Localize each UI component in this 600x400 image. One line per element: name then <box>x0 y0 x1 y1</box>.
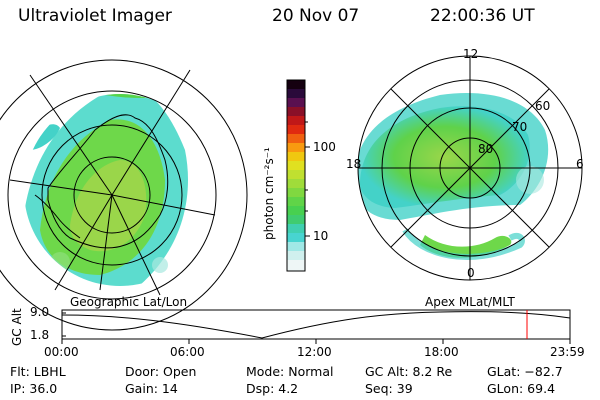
gc-alt-info: GC Alt: 8.2 Re <box>365 364 453 379</box>
time-tick-1200: 12:00 <box>297 345 332 359</box>
mlt-label-0: 0 <box>467 266 475 280</box>
dsp-info: Dsp: 4.2 <box>246 381 299 396</box>
filter-info: Flt: LBHL <box>10 364 66 379</box>
geographic-panel-label: Geographic Lat/Lon <box>70 295 188 309</box>
geographic-image <box>0 59 248 331</box>
time-tick-0600: 06:00 <box>170 345 205 359</box>
mlat-label-60: 60 <box>535 99 551 113</box>
mlat-label-80: 80 <box>478 142 494 156</box>
altitude-axis-title: GC Alt <box>10 308 24 346</box>
colorbar-tick-100: 100 <box>313 140 336 154</box>
mlt-label-18: 18 <box>346 157 362 171</box>
gain-info: Gain: 14 <box>125 381 178 396</box>
colorbar-unit-label: photon cm⁻²s⁻¹ <box>262 147 276 240</box>
time-tick-2359: 23:59 <box>550 345 585 359</box>
colorbar <box>286 79 310 272</box>
mlt-label-12: 12 <box>463 47 479 61</box>
glat-info: GLat: −82.7 <box>487 364 563 379</box>
mlt-label-6: 6 <box>576 157 584 171</box>
altitude-tick-9: 9.0 <box>30 305 50 319</box>
mode-info: Mode: Normal <box>246 364 334 379</box>
apex-panel-label: Apex MLat/MLT <box>425 295 515 309</box>
time-tick-0000: 00:00 <box>44 345 79 359</box>
altitude-plot <box>61 309 571 344</box>
date-label: 20 Nov 07 <box>272 6 360 26</box>
altitude-tick-1-8: 1.8 <box>30 328 50 342</box>
glon-info: GLon: 69.4 <box>487 381 556 396</box>
ip-info: IP: 36.0 <box>10 381 58 396</box>
mlat-label-70: 70 <box>512 120 528 134</box>
polar-image <box>357 55 583 281</box>
door-info: Door: Open <box>125 364 197 379</box>
time-tick-1800: 18:00 <box>424 345 459 359</box>
time-label: 22:00:36 UT <box>430 6 535 26</box>
seq-info: Seq: 39 <box>365 381 413 396</box>
instrument-title: Ultraviolet Imager <box>18 6 172 26</box>
colorbar-tick-10: 10 <box>313 229 329 243</box>
